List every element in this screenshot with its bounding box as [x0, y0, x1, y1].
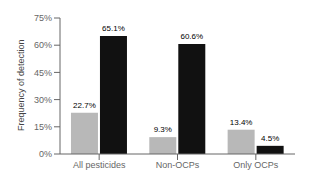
svg-text:30%: 30%	[34, 95, 52, 105]
svg-text:Frequency of detection: Frequency of detection	[16, 39, 26, 131]
svg-text:15%: 15%	[34, 122, 52, 132]
svg-text:45%: 45%	[34, 68, 52, 78]
svg-text:All pesticides: All pesticides	[73, 160, 126, 170]
svg-text:75%: 75%	[34, 13, 52, 23]
svg-text:22.7%: 22.7%	[73, 101, 96, 110]
svg-text:Only OCPs: Only OCPs	[233, 160, 279, 170]
svg-text:13.4%: 13.4%	[230, 118, 253, 127]
svg-text:60.6%: 60.6%	[180, 32, 203, 41]
svg-text:65.1%: 65.1%	[102, 24, 125, 33]
svg-text:60%: 60%	[34, 40, 52, 50]
svg-text:9.3%: 9.3%	[154, 125, 172, 134]
svg-text:Non-OCPs: Non-OCPs	[156, 160, 200, 170]
svg-text:4.5%: 4.5%	[261, 134, 279, 143]
svg-text:0%: 0%	[39, 149, 52, 159]
